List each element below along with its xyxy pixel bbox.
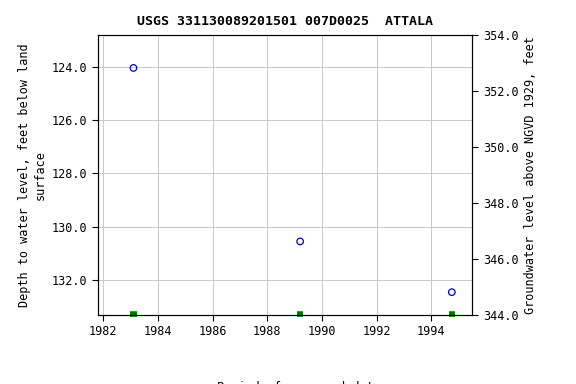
Point	[447, 289, 456, 295]
Title: USGS 331130089201501 007D0025  ATTALA: USGS 331130089201501 007D0025 ATTALA	[137, 15, 433, 28]
Point	[129, 65, 138, 71]
Point	[295, 238, 305, 245]
Y-axis label: Depth to water level, feet below land
surface: Depth to water level, feet below land su…	[18, 43, 46, 306]
Legend: Period of approved data: Period of approved data	[185, 376, 385, 384]
Y-axis label: Groundwater level above NGVD 1929, feet: Groundwater level above NGVD 1929, feet	[524, 36, 537, 314]
